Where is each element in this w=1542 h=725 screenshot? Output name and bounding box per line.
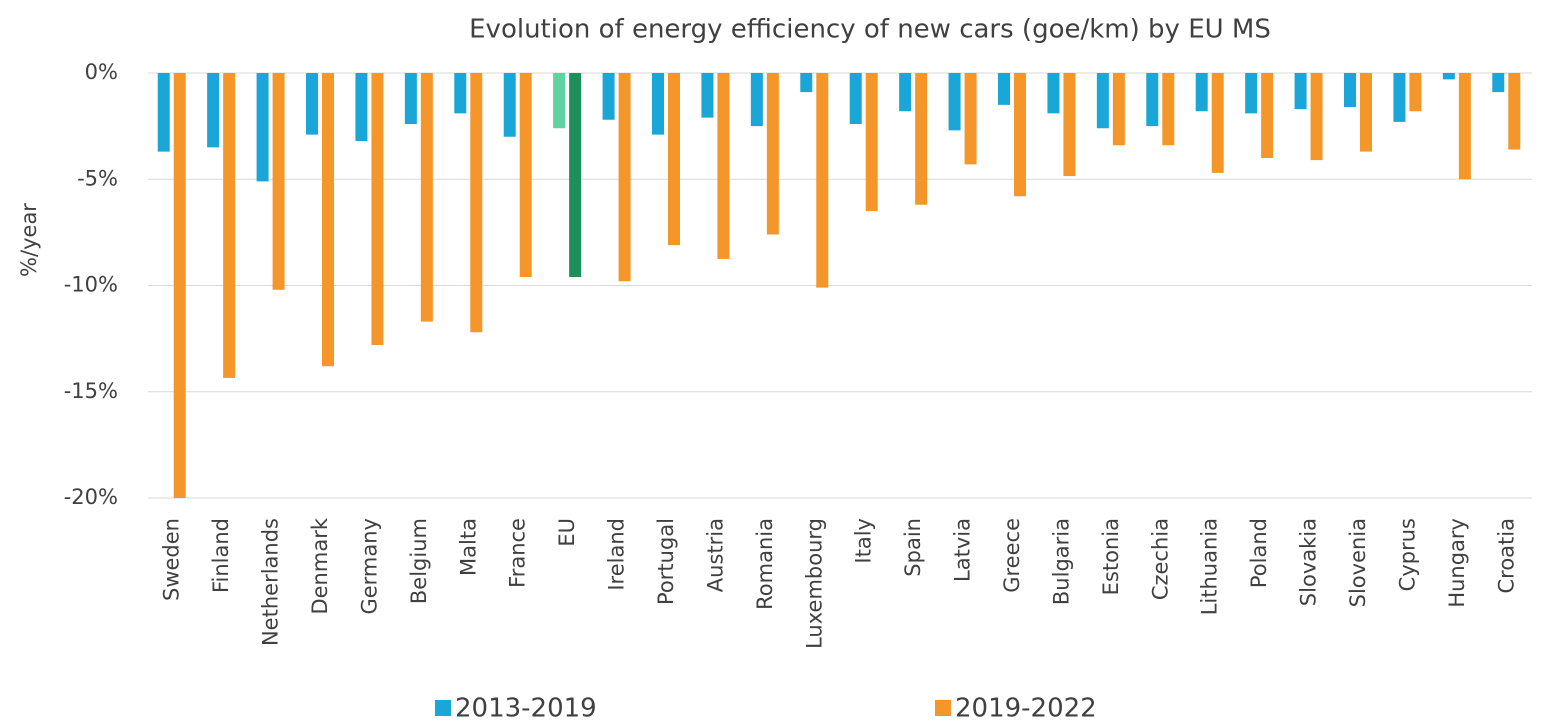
x-tick-label: Italy [852,518,876,564]
bar [355,73,368,141]
bar [849,73,862,124]
x-tick-label: Cyprus [1395,518,1419,591]
bar [256,73,269,182]
y-tick-label: -5% [77,166,118,190]
y-tick-label: 0% [85,60,118,84]
x-tick-label: Romania [753,518,777,610]
x-tick-label: Slovakia [1297,518,1321,606]
x-tick-label: Sweden [160,518,184,601]
legend-swatch [935,700,951,716]
legend-label: 2019-2022 [955,694,1097,724]
bar [454,73,467,114]
y-axis-label: %/year [17,203,41,277]
bar [306,73,318,135]
bar [1245,73,1258,114]
bar [964,73,977,165]
x-tick-label: Poland [1247,518,1271,588]
bar [1146,73,1159,127]
bar [207,73,220,148]
bar [618,73,631,282]
bar [470,73,483,333]
bar [800,73,813,93]
bar [915,73,928,205]
bar [553,73,566,129]
bar [1492,73,1505,93]
x-tick-label: Germany [357,518,381,615]
x-tick-label: Luxembourg [802,518,826,649]
bar [1393,73,1406,122]
legend-label: 2013-2019 [455,694,597,724]
x-tick-label: Latvia [951,518,975,582]
bar [865,73,878,212]
bar [948,73,961,131]
bar [701,73,714,118]
x-tick-label: Spain [901,518,925,577]
bar [1344,73,1356,107]
x-tick-label: Estonia [1099,518,1123,595]
bar [173,73,186,498]
x-tick-label: Slovenia [1346,518,1370,607]
bar [569,73,582,277]
bar [1409,73,1422,112]
x-tick-label: Finland [209,518,233,593]
x-tick-label: Hungary [1445,518,1469,608]
bar [223,73,236,378]
bar [503,73,516,137]
bar [1096,73,1109,129]
legend-swatch [435,700,451,716]
bar [420,73,433,322]
bar [899,73,912,112]
x-tick-label: Bulgaria [1049,518,1073,605]
bar [1112,73,1125,146]
x-tick-label: Lithuania [1198,518,1222,615]
y-tick-label: -20% [64,485,118,509]
x-tick-label: Austria [703,518,727,592]
bar [766,73,779,235]
x-tick-label: Greece [1000,518,1024,593]
y-tick-label: -15% [64,379,118,403]
x-tick-label: EU [555,518,579,547]
bar [1360,73,1372,152]
bar [1508,73,1521,150]
x-tick-label: Denmark [308,517,332,614]
bar [816,73,829,288]
y-tick-label: -10% [64,273,118,297]
x-tick-label: Croatia [1494,518,1518,594]
bar [1458,73,1471,180]
x-tick-label: Belgium [407,518,431,604]
bar [322,73,334,367]
bar [1195,73,1208,112]
x-tick-label: France [506,518,530,588]
bar [750,73,763,127]
bar [519,73,532,277]
bar [602,73,615,120]
bar [404,73,417,124]
bar [1211,73,1224,173]
bar [717,73,730,259]
x-tick-label: Czechia [1148,518,1172,600]
x-tick-label: Netherlands [259,518,283,646]
bar [668,73,680,246]
bar [998,73,1010,105]
bar [652,73,664,135]
bar [1294,73,1307,110]
x-tick-label: Portugal [654,518,678,605]
bar [1310,73,1323,161]
chart-title: Evolution of energy efficiency of new ca… [469,15,1271,45]
bar [272,73,285,290]
bar [1063,73,1076,177]
bar [1162,73,1175,146]
bar [1442,73,1455,80]
bar [1261,73,1274,158]
x-tick-label: Malta [456,518,480,576]
bar [157,73,170,152]
bar [1014,73,1026,197]
x-tick-label: Ireland [605,518,629,591]
bar [371,73,384,345]
bar [1047,73,1060,114]
